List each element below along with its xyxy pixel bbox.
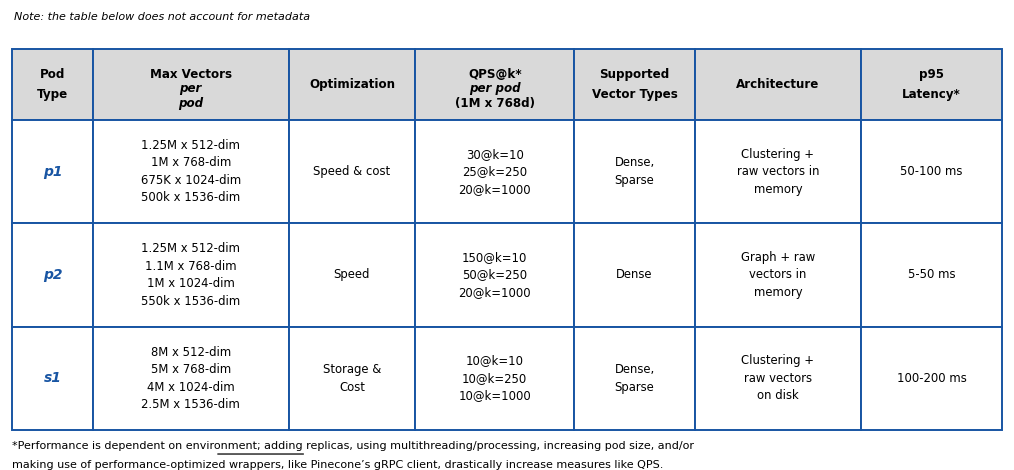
Text: Dense: Dense [617, 268, 653, 282]
Bar [574, 327, 695, 430]
Bar [92, 120, 289, 223]
Bar [695, 223, 861, 327]
Text: Speed & cost: Speed & cost [313, 165, 390, 178]
Text: Supported: Supported [599, 68, 669, 81]
Bar [861, 223, 1002, 327]
Bar [415, 327, 574, 430]
Bar [289, 327, 415, 430]
Text: 8M x 512-dim
5M x 768-dim
4M x 1024-dim
2.5M x 1536-dim: 8M x 512-dim 5M x 768-dim 4M x 1024-dim … [141, 345, 240, 411]
Bar [861, 120, 1002, 223]
Text: 150@k=10
50@k=250
20@k=1000: 150@k=10 50@k=250 20@k=1000 [458, 251, 531, 299]
Bar [415, 120, 574, 223]
Text: 5-50 ms: 5-50 ms [908, 268, 955, 282]
Text: 1.25M x 512-dim
1.1M x 768-dim
1M x 1024-dim
550k x 1536-dim: 1.25M x 512-dim 1.1M x 768-dim 1M x 1024… [141, 242, 240, 308]
Bar [695, 120, 861, 223]
Text: Optimization: Optimization [309, 78, 394, 91]
Text: 50-100 ms: 50-100 ms [900, 165, 962, 178]
Text: Type: Type [37, 88, 68, 102]
Text: Pod: Pod [40, 68, 65, 81]
Text: 1.25M x 512-dim
1M x 768-dim
675K x 1024-dim
500k x 1536-dim: 1.25M x 512-dim 1M x 768-dim 675K x 1024… [141, 139, 241, 204]
Text: *Performance is dependent on environment; adding replicas, using multithreading/: *Performance is dependent on environment… [12, 441, 695, 451]
Text: (1M x 768d): (1M x 768d) [454, 97, 534, 110]
Text: per pod: per pod [468, 82, 520, 95]
Text: Clustering +
raw vectors in
memory: Clustering + raw vectors in memory [736, 148, 819, 196]
Bar [289, 120, 415, 223]
Text: p1: p1 [43, 164, 62, 179]
Bar [861, 49, 1002, 120]
Text: Latency*: Latency* [902, 88, 961, 102]
Text: Dense,
Sparse: Dense, Sparse [614, 363, 655, 393]
Bar [695, 327, 861, 430]
Text: p2: p2 [43, 268, 62, 282]
Bar [415, 223, 574, 327]
Bar [12, 49, 92, 120]
Text: Storage &
Cost: Storage & Cost [322, 363, 381, 393]
Bar [92, 49, 289, 120]
Text: Architecture: Architecture [736, 78, 819, 91]
Text: Graph + raw
vectors in
memory: Graph + raw vectors in memory [741, 251, 815, 299]
Text: Dense,
Sparse: Dense, Sparse [614, 157, 655, 187]
Bar [574, 223, 695, 327]
Text: per: per [179, 82, 202, 95]
Bar [12, 327, 92, 430]
Text: Speed: Speed [334, 268, 370, 282]
Text: 30@k=10
25@k=250
20@k=1000: 30@k=10 25@k=250 20@k=1000 [458, 148, 531, 196]
Text: Max Vectors: Max Vectors [150, 68, 232, 81]
Bar [574, 49, 695, 120]
Bar [12, 223, 92, 327]
Bar [695, 49, 861, 120]
Text: Clustering +
raw vectors
on disk: Clustering + raw vectors on disk [741, 354, 814, 402]
Bar [415, 49, 574, 120]
Text: making use of performance-optimized wrappers, like Pinecone’s gRPC client, drast: making use of performance-optimized wrap… [12, 460, 663, 470]
Bar [92, 327, 289, 430]
Bar [289, 49, 415, 120]
Bar [289, 223, 415, 327]
Text: QPS@k*: QPS@k* [467, 68, 521, 81]
Text: Vector Types: Vector Types [591, 88, 677, 102]
Text: 10@k=10
10@k=250
10@k=1000: 10@k=10 10@k=250 10@k=1000 [458, 354, 531, 402]
Text: p95: p95 [919, 68, 944, 81]
Bar [12, 120, 92, 223]
Text: pod: pod [178, 97, 203, 110]
Text: s1: s1 [44, 371, 62, 385]
Text: Note: the table below does not account for metadata: Note: the table below does not account f… [14, 12, 310, 22]
Text: 100-200 ms: 100-200 ms [896, 372, 966, 385]
Bar [574, 120, 695, 223]
Bar [92, 223, 289, 327]
Bar [861, 327, 1002, 430]
